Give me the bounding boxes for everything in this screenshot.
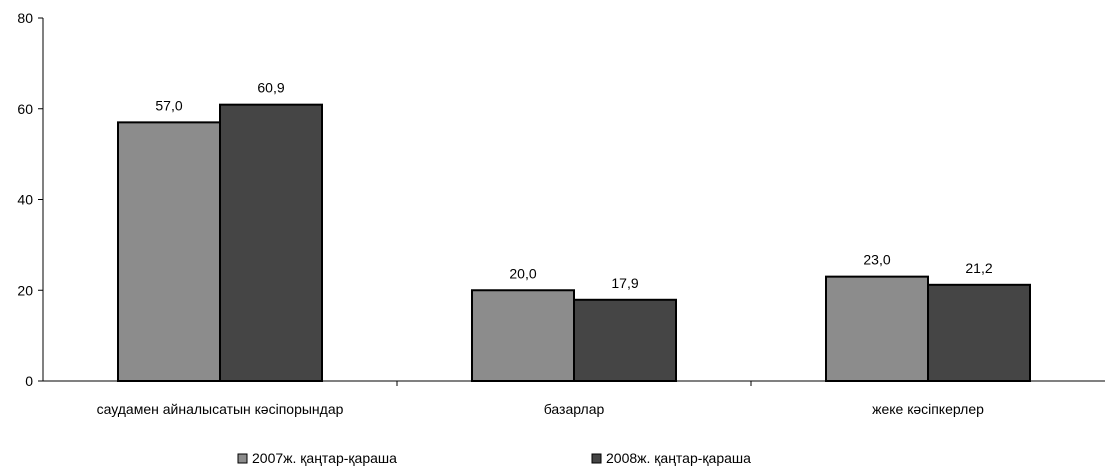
data-label: 21,2 — [965, 260, 992, 276]
bar — [471, 289, 575, 382]
bar — [573, 298, 677, 382]
y-tick-label: 0 — [25, 373, 33, 389]
bar — [219, 103, 323, 382]
y-tick-label: 40 — [17, 192, 33, 208]
bar — [927, 283, 1031, 382]
y-tick-label: 80 — [17, 10, 33, 26]
legend: 2007ж. қаңтар-қараша 2008ж. қаңтар-қараша — [237, 450, 751, 466]
category-label: базарлар — [544, 401, 605, 417]
y-tick-label: 60 — [17, 101, 33, 117]
data-label: 57,0 — [155, 97, 182, 113]
bars — [117, 103, 1031, 383]
category-label: саудамен айналысатын кәсіпорындар — [97, 401, 344, 417]
legend-swatch — [591, 453, 602, 464]
bar — [825, 275, 929, 383]
bar — [117, 121, 221, 383]
legend-label: 2007ж. қаңтар-қараша — [252, 450, 397, 466]
data-label: 23,0 — [863, 252, 890, 268]
y-tick-label: 20 — [17, 282, 33, 298]
data-label: 17,9 — [611, 275, 638, 291]
axes: 0 20 40 60 80 саудамен айналысатын кәсіпорынд… — [17, 10, 1105, 417]
data-labels: 57,0 60,9 20,0 17,9 23,0 21,2 — [155, 80, 992, 291]
legend-label: 2008ж. қаңтар-қараша — [606, 450, 751, 466]
data-label: 60,9 — [257, 80, 284, 96]
category-label: жеке кәсіпкерлер — [872, 401, 984, 417]
data-label: 20,0 — [509, 265, 536, 281]
legend-swatch — [237, 453, 248, 464]
